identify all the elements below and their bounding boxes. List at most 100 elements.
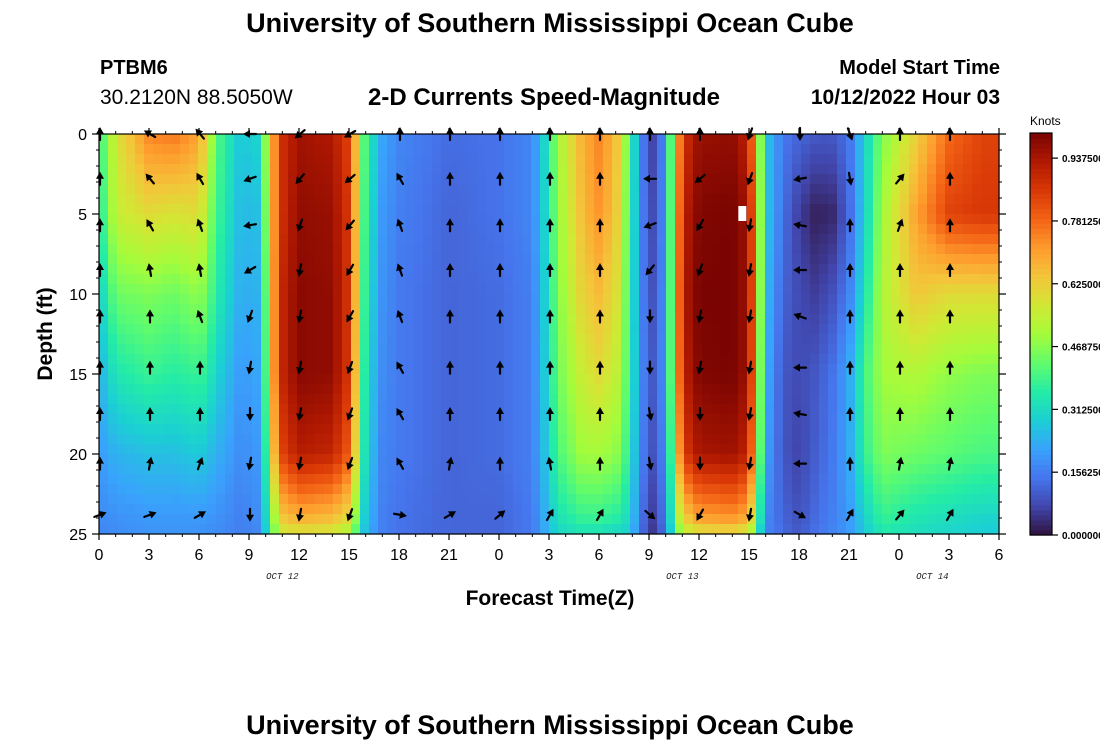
heatmap-cell bbox=[693, 204, 703, 215]
heatmap-cell bbox=[126, 424, 136, 435]
current-arrow bbox=[96, 309, 104, 324]
heatmap-cell bbox=[774, 364, 784, 375]
heatmap-cell bbox=[207, 384, 217, 395]
current-arrow bbox=[793, 459, 808, 468]
heatmap-cell bbox=[765, 234, 775, 245]
heatmap-cell bbox=[207, 254, 217, 265]
heatmap-cell bbox=[225, 334, 235, 345]
heatmap-cell bbox=[468, 354, 478, 365]
heatmap-cell bbox=[531, 414, 541, 425]
heatmap-cell bbox=[963, 484, 973, 495]
heatmap-cell bbox=[477, 134, 487, 145]
heatmap-cell bbox=[864, 324, 874, 335]
heatmap-cell bbox=[297, 244, 307, 255]
heatmap-cell bbox=[522, 394, 532, 405]
heatmap-cell bbox=[126, 484, 136, 495]
current-arrow bbox=[396, 361, 405, 374]
heatmap-cell bbox=[864, 214, 874, 225]
heatmap-cell bbox=[135, 324, 145, 335]
heatmap-cell bbox=[720, 254, 730, 265]
heatmap-cell bbox=[675, 174, 685, 185]
heatmap-cell bbox=[315, 274, 325, 285]
heatmap-cell bbox=[126, 144, 136, 155]
heatmap-cell bbox=[369, 194, 379, 205]
heatmap-cell bbox=[927, 264, 937, 275]
heatmap-cell bbox=[666, 184, 676, 195]
heatmap-cell bbox=[306, 164, 316, 175]
heatmap-cell bbox=[756, 224, 766, 235]
heatmap-cell bbox=[558, 384, 568, 395]
heatmap-cell bbox=[981, 464, 991, 475]
page-title: University of Southern Mississippi Ocean… bbox=[246, 8, 854, 38]
heatmap-cell bbox=[810, 384, 820, 395]
heatmap-cell bbox=[450, 174, 460, 185]
heatmap-cell bbox=[99, 234, 109, 245]
heatmap-cell bbox=[513, 334, 523, 345]
heatmap-cell bbox=[612, 304, 622, 315]
heatmap-cell bbox=[306, 354, 316, 365]
heatmap-cell bbox=[729, 474, 739, 485]
heatmap-cell bbox=[720, 184, 730, 195]
heatmap-cell bbox=[720, 244, 730, 255]
heatmap-cell bbox=[549, 324, 559, 335]
heatmap-cell bbox=[225, 264, 235, 275]
current-arrow bbox=[396, 407, 405, 421]
heatmap-cell bbox=[297, 384, 307, 395]
heatmap-cell bbox=[432, 504, 442, 515]
heatmap-cell bbox=[99, 444, 109, 455]
heatmap-cell bbox=[648, 274, 658, 285]
heatmap-cell bbox=[144, 254, 154, 265]
heatmap-cell bbox=[909, 414, 919, 425]
heatmap-cell bbox=[792, 434, 802, 445]
heatmap-cell bbox=[657, 234, 667, 245]
heatmap-cell bbox=[639, 524, 649, 535]
heatmap-cell bbox=[738, 414, 748, 425]
heatmap-cell bbox=[288, 244, 298, 255]
heatmap-cell bbox=[486, 414, 496, 425]
heatmap-cell bbox=[711, 394, 721, 405]
heatmap-cell bbox=[621, 204, 631, 215]
current-arrow bbox=[396, 309, 404, 324]
heatmap-cell bbox=[576, 294, 586, 305]
heatmap-cell bbox=[126, 384, 136, 395]
heatmap-cell bbox=[945, 304, 955, 315]
heatmap-cell bbox=[567, 364, 577, 375]
heatmap-cell bbox=[360, 494, 370, 505]
heatmap-cell bbox=[396, 234, 406, 245]
heatmap-cell bbox=[720, 174, 730, 185]
heatmap-cell bbox=[171, 504, 181, 515]
heatmap-cell bbox=[954, 444, 964, 455]
heatmap-cell bbox=[621, 284, 631, 295]
heatmap-cell bbox=[963, 254, 973, 265]
heatmap-cell bbox=[306, 434, 316, 445]
heatmap-cell bbox=[558, 324, 568, 335]
heatmap-cell bbox=[333, 344, 343, 355]
heatmap-cell bbox=[117, 514, 127, 525]
heatmap-cell bbox=[270, 234, 280, 245]
heatmap-cell bbox=[990, 174, 1000, 185]
heatmap-cell bbox=[684, 374, 694, 385]
heatmap-cell bbox=[729, 424, 739, 435]
heatmap-cell bbox=[234, 394, 244, 405]
heatmap-cell bbox=[918, 284, 928, 295]
heatmap-cell bbox=[360, 514, 370, 525]
heatmap-cell bbox=[342, 474, 352, 485]
heatmap-cell bbox=[162, 284, 172, 295]
heatmap-cell bbox=[936, 174, 946, 185]
heatmap-cell bbox=[909, 494, 919, 505]
heatmap-cell bbox=[990, 194, 1000, 205]
y-tick-label: 5 bbox=[78, 207, 87, 224]
heatmap-cell bbox=[288, 144, 298, 155]
heatmap-cell bbox=[801, 514, 811, 525]
heatmap-cell bbox=[225, 364, 235, 375]
heatmap-cell bbox=[954, 174, 964, 185]
heatmap-cell bbox=[351, 374, 361, 385]
heatmap-cell bbox=[405, 264, 415, 275]
heatmap-cell bbox=[180, 234, 190, 245]
heatmap-cell bbox=[306, 194, 316, 205]
heatmap-cell bbox=[522, 454, 532, 465]
heatmap-cell bbox=[981, 184, 991, 195]
heatmap-cell bbox=[252, 504, 262, 515]
heatmap-cell bbox=[549, 204, 559, 215]
current-arrow bbox=[896, 456, 904, 471]
